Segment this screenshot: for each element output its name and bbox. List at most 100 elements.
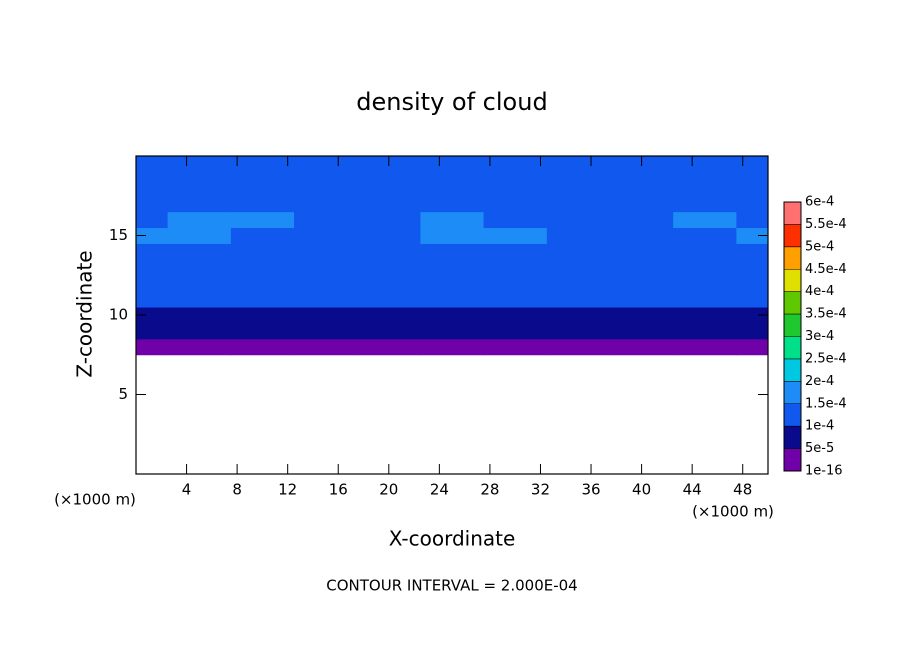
contour-cell	[483, 338, 548, 356]
colorbar-label: 6e-4	[805, 195, 834, 210]
contour-cell	[610, 338, 674, 356]
contour-cell	[420, 259, 485, 276]
colorbar-band	[784, 202, 801, 225]
contour-cell	[420, 156, 485, 165]
contour-cell	[546, 243, 611, 260]
contour-cell	[673, 211, 737, 229]
x-tick-label: 12	[278, 481, 297, 499]
contour-cell	[136, 322, 169, 340]
contour-cell	[167, 163, 232, 181]
contour-cell	[736, 243, 768, 260]
contour-cell	[483, 156, 548, 165]
contour-cell	[546, 275, 611, 292]
contour-cell	[420, 195, 485, 213]
contour-cell	[546, 227, 611, 244]
contour-cell	[230, 243, 295, 260]
contour-cell	[546, 338, 611, 356]
contour-cell	[420, 227, 485, 244]
contour-cell	[136, 259, 169, 276]
contour-cell	[483, 243, 548, 260]
colorbar-band	[784, 314, 801, 337]
contour-cell	[294, 243, 358, 260]
contour-cell	[167, 211, 232, 229]
contour-cell	[546, 322, 611, 340]
contour-cell	[230, 259, 295, 276]
contour-cell	[736, 291, 768, 308]
contour-field	[136, 156, 768, 356]
colorbar-band	[784, 358, 801, 382]
contour-cell	[357, 179, 421, 197]
contour-cell	[136, 179, 169, 197]
contour-cell	[420, 307, 485, 324]
contour-cell	[167, 307, 232, 324]
contour-cell	[736, 259, 768, 276]
y-tick-label: 10	[109, 306, 128, 324]
contour-cell	[736, 163, 768, 181]
contour-cell	[294, 156, 358, 165]
colorbar-label: 3.5e-4	[805, 307, 847, 322]
contour-cell	[294, 195, 358, 213]
contour-cell	[736, 211, 768, 229]
x-tick-label: 8	[232, 481, 242, 499]
contour-cell	[167, 291, 232, 308]
contour-cell	[483, 259, 548, 276]
colorbar-label: 1e-4	[805, 419, 834, 434]
contour-cell	[230, 156, 295, 165]
contour-cell	[483, 179, 548, 197]
contour-cell	[357, 307, 421, 324]
contour-cell	[673, 179, 737, 197]
colorbar-label: 3e-4	[805, 329, 834, 344]
contour-cell	[546, 259, 611, 276]
contour-cell	[357, 211, 421, 229]
contour-cell	[546, 156, 611, 165]
contour-cell	[673, 227, 737, 244]
note: CONTOUR INTERVAL = 2.000E-04	[326, 577, 577, 595]
contour-cell	[230, 195, 295, 213]
contour-cell	[294, 338, 358, 356]
colorbar-label: 4e-4	[805, 284, 834, 299]
contour-cell	[610, 227, 674, 244]
contour-cell	[420, 163, 485, 181]
y-unit: (×1000 m)	[54, 491, 136, 509]
contour-cell	[136, 195, 169, 213]
contour-cell	[294, 275, 358, 292]
contour-cell	[483, 307, 548, 324]
contour-cell	[136, 163, 169, 181]
x-tick-label: 36	[581, 481, 600, 499]
colorbar-label: 5e-4	[805, 239, 834, 254]
contour-cell	[230, 227, 295, 244]
contour-cell	[420, 179, 485, 197]
contour-cell	[136, 291, 169, 308]
contour-cell	[357, 243, 421, 260]
contour-cell	[136, 227, 169, 244]
contour-cell	[673, 156, 737, 165]
contour-cell	[736, 195, 768, 213]
contour-cell	[673, 322, 737, 340]
contour-cell	[167, 275, 232, 292]
colorbar-band	[784, 291, 801, 315]
contour-cell	[357, 195, 421, 213]
contour-cell	[610, 243, 674, 260]
contour-cell	[483, 211, 548, 229]
colorbar-label: 1.5e-4	[805, 396, 847, 411]
contour-cell	[294, 307, 358, 324]
x-tick-label: 4	[182, 481, 192, 499]
contour-cell	[167, 195, 232, 213]
contour-cell	[736, 156, 768, 165]
contour-cell	[483, 322, 548, 340]
contour-cell	[673, 307, 737, 324]
contour-cell	[294, 259, 358, 276]
colorbar-label: 5.5e-4	[805, 217, 847, 232]
colorbar-label: 2.5e-4	[805, 351, 847, 366]
x-unit: (×1000 m)	[692, 503, 774, 521]
contour-cell	[167, 243, 232, 260]
contour-cell	[546, 211, 611, 229]
contour-cell	[294, 227, 358, 244]
contour-cell	[610, 163, 674, 181]
contour-cell	[136, 307, 169, 324]
contour-cell	[136, 243, 169, 260]
colorbar-label: 2e-4	[805, 374, 834, 389]
contour-cell	[610, 322, 674, 340]
contour-cell	[736, 227, 768, 244]
